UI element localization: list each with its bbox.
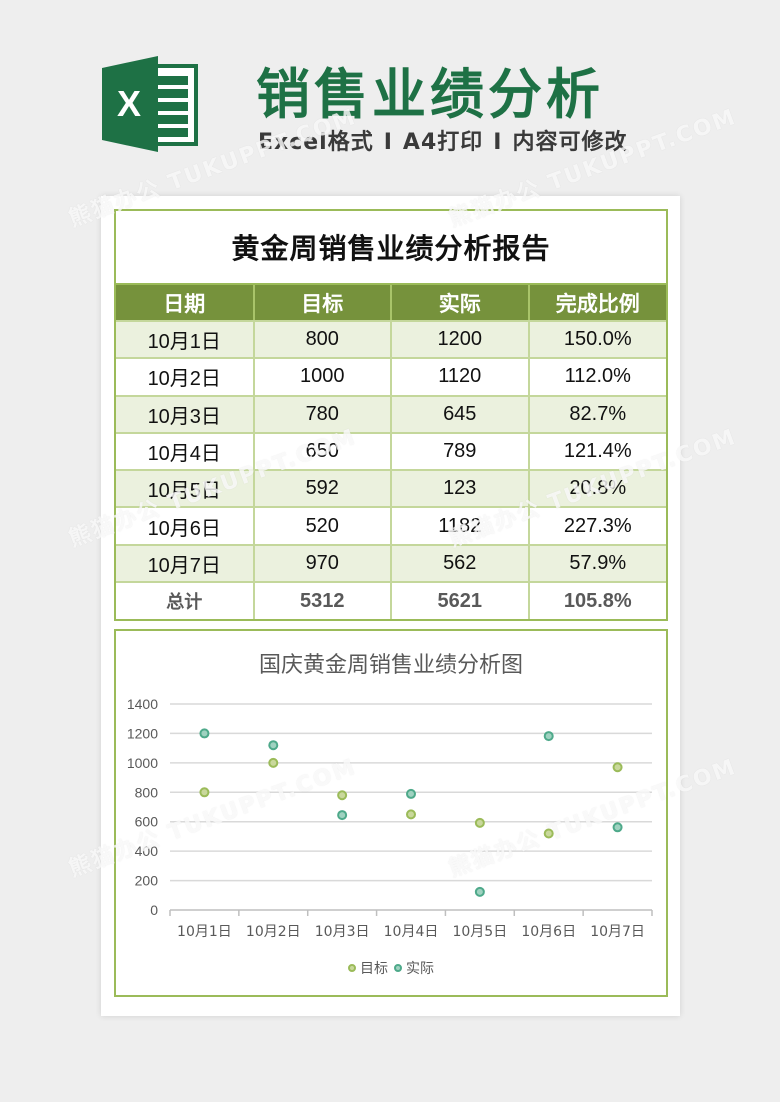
data-point-target bbox=[474, 817, 485, 828]
cell-ratio: 121.4% bbox=[528, 432, 666, 472]
cell-ratio: 57.9% bbox=[528, 544, 666, 584]
data-point-actual bbox=[268, 740, 279, 751]
column-header-ratio: 完成比例 bbox=[528, 285, 666, 322]
cell-date: 10月7日 bbox=[116, 544, 255, 584]
legend-marker-icon bbox=[394, 964, 402, 972]
legend-label-actual: 实际 bbox=[406, 961, 434, 977]
report-table-container: 黄金周销售业绩分析报告 日期 目标 实际 完成比例 10月1日 800 1200… bbox=[114, 209, 668, 622]
cell-target: 520 bbox=[253, 507, 392, 546]
table-row: 10月4日 650 789 121.4% bbox=[116, 432, 666, 472]
cell-target: 650 bbox=[253, 432, 392, 472]
column-header-date: 日期 bbox=[116, 285, 255, 322]
cell-target: 970 bbox=[253, 544, 392, 584]
chart-legend: 目标 实际 bbox=[116, 958, 666, 978]
cell-ratio: 20.8% bbox=[528, 470, 666, 509]
cell-actual: 1120 bbox=[391, 358, 530, 397]
x-tick-label: 10月5日 bbox=[452, 924, 507, 940]
data-point-target bbox=[543, 828, 554, 839]
cell-date: 10月3日 bbox=[116, 395, 255, 434]
data-point-actual bbox=[474, 886, 485, 897]
subtitle-format: Excel格式 bbox=[258, 130, 374, 155]
cell-actual: 1200 bbox=[391, 321, 530, 360]
cell-total-ratio: 105.8% bbox=[563, 589, 632, 612]
legend-item-actual: 实际 bbox=[394, 958, 434, 978]
data-point-target bbox=[612, 762, 623, 773]
page-title: 销售业绩分析 bbox=[256, 63, 604, 126]
cell-actual: 1182 bbox=[391, 507, 530, 546]
subtitle-editable: 内容可修改 bbox=[512, 130, 628, 155]
report-table: 日期 目标 实际 完成比例 10月1日 800 1200 150.0% 10月2… bbox=[116, 285, 666, 620]
data-point-actual bbox=[543, 731, 554, 742]
data-point-target bbox=[406, 809, 416, 820]
cell-date: 10月2日 bbox=[116, 358, 255, 397]
cell-date: 10月6日 bbox=[116, 507, 255, 546]
page-subtitle: Excel格式 I A4打印 I 内容可修改 bbox=[258, 124, 627, 156]
data-point-actual bbox=[612, 822, 623, 833]
cell-target: 800 bbox=[253, 321, 392, 360]
page-header: X 销售业绩分析 Excel格式 I A4打印 I 内容可修改 bbox=[0, 0, 780, 190]
cell-date: 10月1日 bbox=[116, 321, 255, 360]
table-header-row: 日期 目标 实际 完成比例 bbox=[116, 285, 666, 322]
legend-item-target: 目标 bbox=[348, 958, 388, 978]
x-tick-label: 10月2日 bbox=[246, 924, 301, 940]
cell-actual: 645 bbox=[391, 395, 530, 434]
cell-target: 1000 bbox=[253, 358, 392, 397]
table-row: 10月2日 1000 1120 112.0% bbox=[116, 358, 666, 397]
svg-text:X: X bbox=[117, 83, 141, 124]
legend-marker-icon bbox=[348, 964, 356, 972]
data-point-target bbox=[268, 757, 279, 768]
y-tick-label: 0 bbox=[150, 902, 158, 918]
subtitle-separator: I bbox=[383, 130, 393, 155]
chart-plot-area: 0 200 400 600 800 1000 1200 1400 10月1日 10月2日 10月3日… bbox=[127, 696, 653, 940]
y-tick-label: 200 bbox=[135, 873, 159, 889]
cell-ratio: 112.0% bbox=[528, 358, 666, 397]
y-tick-label: 1000 bbox=[127, 755, 158, 771]
report-title: 黄金周销售业绩分析报告 bbox=[116, 211, 666, 285]
subtitle-separator: I bbox=[493, 130, 503, 155]
data-point-actual bbox=[406, 788, 416, 799]
table-row: 10月1日 800 1200 150.0% bbox=[116, 321, 666, 360]
y-tick-label: 800 bbox=[135, 784, 159, 800]
data-point-target bbox=[337, 790, 348, 801]
cell-total-actual: 5621 bbox=[391, 582, 530, 620]
cell-target: 592 bbox=[253, 470, 392, 509]
y-tick-label: 400 bbox=[135, 843, 159, 859]
column-header-target: 目标 bbox=[253, 285, 392, 322]
scatter-chart: 国庆黄金周销售业绩分析图 0 200 400 600 800 1000 1200 1400 10… bbox=[114, 629, 668, 997]
y-tick-label: 1400 bbox=[127, 696, 158, 712]
document-page: 黄金周销售业绩分析报告 日期 目标 实际 完成比例 10月1日 800 1200… bbox=[101, 196, 680, 1016]
x-tick-label: 10月4日 bbox=[384, 924, 439, 940]
table-row: 10月3日 780 645 82.7% bbox=[116, 395, 666, 434]
cell-total-label: 总计 bbox=[116, 582, 255, 620]
cell-ratio: 82.7% bbox=[528, 395, 666, 434]
table-row: 10月6日 520 1182 227.3% bbox=[116, 507, 666, 546]
cell-date: 10月5日 bbox=[116, 470, 255, 509]
x-tick-label: 10月1日 bbox=[177, 924, 232, 940]
y-tick-label: 1200 bbox=[127, 725, 158, 741]
cell-date: 10月4日 bbox=[116, 432, 255, 472]
column-header-actual: 实际 bbox=[391, 285, 530, 322]
table-row: 10月7日 970 562 57.9% bbox=[116, 544, 666, 584]
y-tick-label: 600 bbox=[135, 814, 159, 830]
data-point-actual bbox=[199, 728, 210, 739]
data-point-target bbox=[199, 787, 210, 798]
x-tick-label: 10月7日 bbox=[590, 924, 645, 940]
table-row: 10月5日 592 123 20.8% bbox=[116, 470, 666, 509]
cell-total-target: 5312 bbox=[253, 582, 392, 620]
subtitle-print: A4打印 bbox=[402, 130, 484, 155]
x-tick-label: 10月3日 bbox=[315, 924, 370, 940]
cell-ratio: 227.3% bbox=[528, 507, 666, 546]
chart-title: 国庆黄金周销售业绩分析图 bbox=[258, 653, 523, 678]
cell-actual: 789 bbox=[391, 432, 530, 472]
cell-actual: 123 bbox=[391, 470, 530, 509]
excel-icon: X bbox=[102, 56, 198, 152]
cell-actual: 562 bbox=[391, 544, 530, 584]
legend-label-target: 目标 bbox=[360, 961, 388, 977]
x-tick-label: 10月6日 bbox=[521, 924, 576, 940]
cell-ratio: 150.0% bbox=[528, 321, 666, 360]
table-total-row: 总计 5312 5621 105.8% bbox=[116, 582, 666, 620]
data-point-actual bbox=[337, 810, 348, 821]
cell-target: 780 bbox=[253, 395, 392, 434]
